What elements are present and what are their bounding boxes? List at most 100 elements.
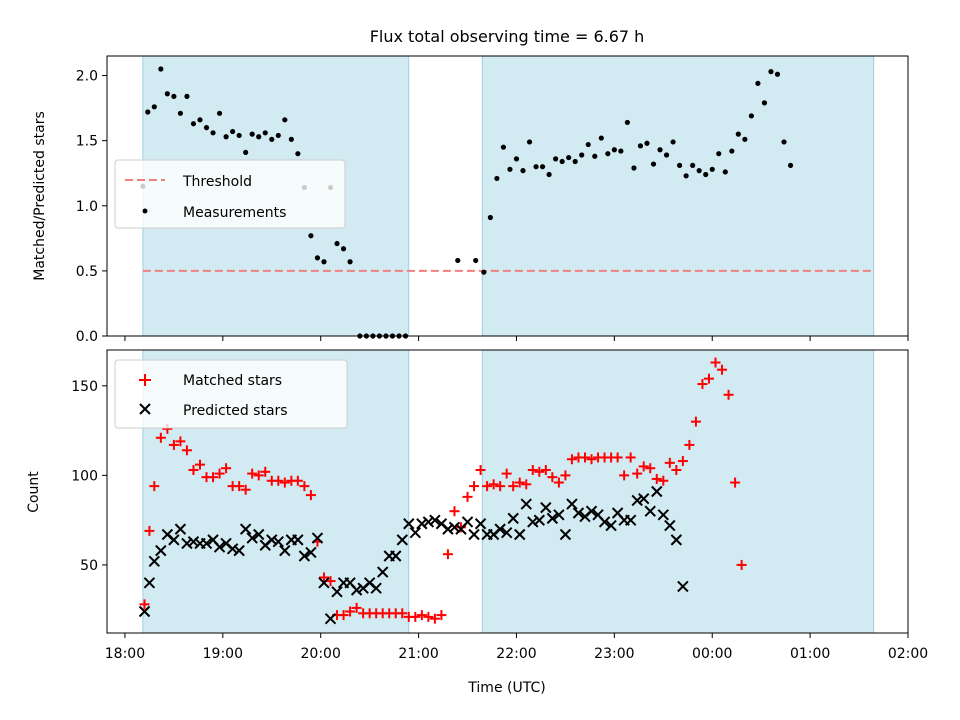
flux-ratio-panel: 0.00.51.01.52.0 Matched/Predicted stars … xyxy=(32,55,909,345)
matched-star-point xyxy=(612,452,623,463)
top-x-ticks xyxy=(124,336,909,341)
predicted-star-point xyxy=(187,535,200,548)
measurement-point xyxy=(755,80,761,86)
matched-star-point xyxy=(318,572,329,583)
predicted-star-point xyxy=(416,518,428,530)
predicted-star-point xyxy=(638,492,650,505)
matched-star-point xyxy=(338,610,349,621)
matched-star-point xyxy=(144,525,155,536)
measurement-point xyxy=(553,156,559,162)
measurement-point xyxy=(526,139,533,145)
measurement-point xyxy=(761,100,768,106)
measurement-point xyxy=(748,113,754,119)
matched-star-point xyxy=(566,454,577,465)
measurement-point xyxy=(722,169,728,175)
matched-star-point xyxy=(482,481,493,492)
xtick-label: 22:00 xyxy=(496,646,536,662)
predicted-star-point xyxy=(598,516,611,528)
measurement-point xyxy=(197,117,203,123)
matched-star-point xyxy=(416,610,427,621)
measurement-point xyxy=(321,259,327,265)
measurement-point xyxy=(742,136,748,142)
predicted-star-point xyxy=(422,516,435,528)
matched-star-point xyxy=(168,439,179,450)
predicted-star-point xyxy=(253,528,265,541)
measurement-point xyxy=(559,158,565,165)
matched-star-point xyxy=(488,479,499,490)
predicted-star-point xyxy=(572,507,585,519)
legend-matched-swatch xyxy=(139,374,151,386)
predicted-star-point xyxy=(174,523,187,535)
predicted-star-point xyxy=(546,512,559,525)
measurement-point xyxy=(703,171,709,178)
matched-star-point xyxy=(645,463,656,474)
matched-star-point xyxy=(292,475,303,486)
matched-star-point xyxy=(221,463,232,474)
measurement-point xyxy=(605,151,611,157)
predicted-star-point xyxy=(677,580,689,593)
predicted-star-point xyxy=(324,612,337,625)
measurement-point xyxy=(670,139,676,145)
bottom-ytick-label: 100 xyxy=(71,468,98,484)
matched-star-point xyxy=(345,606,356,617)
predicted-star-point xyxy=(514,528,526,541)
measurement-point xyxy=(663,152,670,158)
predicted-star-point xyxy=(390,550,402,562)
matched-star-point xyxy=(188,465,199,476)
matched-star-point xyxy=(632,468,643,479)
predicted-star-point xyxy=(239,523,252,535)
matched-star-point xyxy=(619,470,630,481)
matched-star-point xyxy=(579,452,590,463)
measurement-point xyxy=(644,140,650,146)
matched-star-point xyxy=(279,477,290,488)
measurement-point xyxy=(774,71,781,77)
matched-star-point xyxy=(658,475,669,486)
measurement-point xyxy=(288,136,294,142)
measurement-point xyxy=(171,93,177,99)
measurement-point xyxy=(282,117,288,123)
matched-star-point xyxy=(260,466,271,477)
xtick-label: 19:00 xyxy=(203,646,243,662)
predicted-star-point xyxy=(138,605,151,618)
top-y-axis-label: Matched/Predicted stars xyxy=(32,111,48,281)
predicted-star-point xyxy=(468,528,480,541)
measurement-point xyxy=(158,66,164,72)
star-count-panel: 50 100 150 18:00 19:00 20:00 21:00 22:00 23:00 0… xyxy=(26,349,928,696)
legend-predicted-swatch xyxy=(139,403,151,415)
matched-star-point xyxy=(351,602,362,613)
predicted-star-point xyxy=(298,550,311,562)
measurement-point xyxy=(223,134,229,140)
legend-predicted-label: Predicted stars xyxy=(183,403,288,419)
top-legend-box xyxy=(114,159,346,229)
measurement-point xyxy=(592,153,598,159)
xtick-label: 02:00 xyxy=(888,646,928,662)
matched-star-point xyxy=(677,456,688,467)
matched-star-point xyxy=(442,549,453,560)
matched-star-point xyxy=(684,439,695,450)
predicted-star-point xyxy=(272,535,285,548)
matched-star-point xyxy=(553,477,564,488)
top-ytick-label: 0.0 xyxy=(76,329,98,345)
top-ytick-label: 2.0 xyxy=(76,69,98,85)
measurement-point xyxy=(690,162,696,168)
top-legend: Threshold Measurements xyxy=(114,159,346,229)
matched-star-point xyxy=(723,389,734,400)
top-ytick-label: 1.0 xyxy=(76,199,98,215)
matched-star-point xyxy=(690,416,701,427)
measurement-point xyxy=(243,149,249,155)
matched-star-point xyxy=(397,608,408,619)
predicted-star-point xyxy=(168,534,180,546)
measurement-point xyxy=(546,171,552,178)
observing-windows-top xyxy=(142,55,875,337)
matched-star-point xyxy=(501,468,512,479)
predicted-star-point xyxy=(181,537,193,550)
predicted-star-point xyxy=(533,514,546,526)
predicted-star-point xyxy=(500,526,513,539)
matched-star-point xyxy=(514,477,525,488)
predicted-star-point xyxy=(442,523,454,535)
measurement-point xyxy=(631,165,637,171)
matched-star-point xyxy=(139,599,150,610)
measurement-point xyxy=(677,162,683,168)
measurement-point xyxy=(314,255,321,261)
predicted-star-point xyxy=(403,518,415,530)
